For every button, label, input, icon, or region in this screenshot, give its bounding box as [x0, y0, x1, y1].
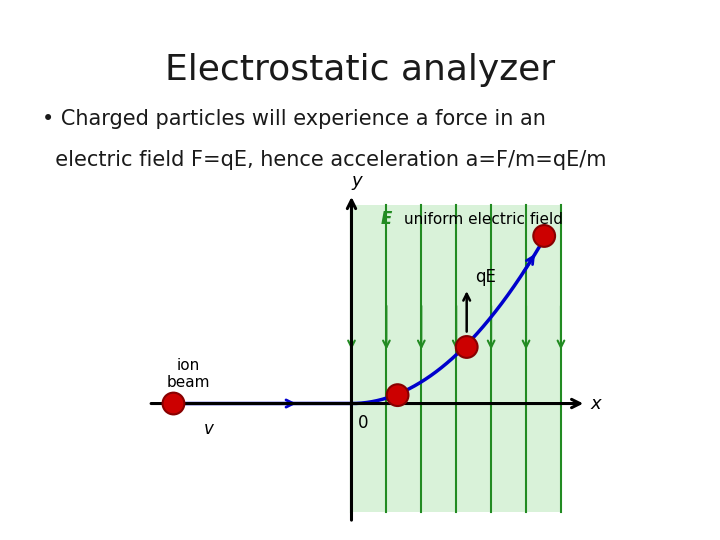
Text: 0: 0 — [358, 414, 368, 432]
Text: qE: qE — [475, 268, 496, 286]
Text: ion
beam: ion beam — [166, 358, 210, 390]
Bar — [351, 205, 561, 512]
Text: E: E — [381, 210, 392, 228]
Circle shape — [534, 225, 555, 247]
Text: electric field F=qE, hence acceleration a=F/m=qE/m: electric field F=qE, hence acceleration … — [42, 150, 607, 170]
Circle shape — [456, 336, 477, 358]
Text: Electrostatic analyzer: Electrostatic analyzer — [165, 53, 555, 87]
Text: x: x — [590, 395, 601, 413]
Text: uniform electric field: uniform electric field — [404, 212, 563, 227]
Text: • Charged particles will experience a force in an: • Charged particles will experience a fo… — [42, 109, 546, 130]
Text: v: v — [204, 420, 214, 437]
Circle shape — [387, 384, 408, 406]
Text: y: y — [351, 172, 362, 190]
Circle shape — [163, 393, 184, 414]
